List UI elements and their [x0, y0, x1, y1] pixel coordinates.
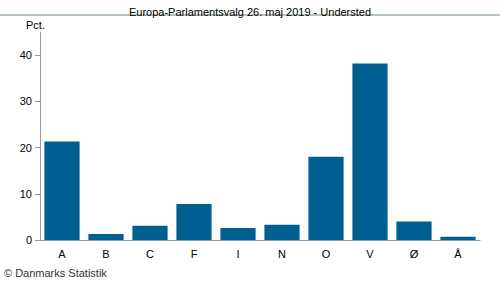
svg-text:© Danmarks Statistik: © Danmarks Statistik	[4, 267, 107, 279]
svg-text:O: O	[322, 248, 331, 260]
svg-text:Å: Å	[454, 248, 462, 260]
svg-text:A: A	[58, 248, 66, 260]
svg-text:V: V	[366, 248, 374, 260]
svg-text:Europa-Parlamentsvalg 26. maj: Europa-Parlamentsvalg 26. maj 2019 - Und…	[129, 6, 371, 18]
svg-text:20: 20	[20, 142, 32, 154]
svg-text:N: N	[278, 248, 286, 260]
svg-text:I: I	[236, 248, 239, 260]
svg-text:0: 0	[26, 234, 32, 246]
svg-text:B: B	[102, 248, 109, 260]
svg-text:C: C	[146, 248, 154, 260]
svg-text:30: 30	[20, 95, 32, 107]
svg-text:40: 40	[20, 49, 32, 61]
svg-text:Pct.: Pct.	[26, 19, 45, 31]
svg-text:10: 10	[20, 188, 32, 200]
svg-text:F: F	[191, 248, 198, 260]
svg-text:Ø: Ø	[410, 248, 419, 260]
